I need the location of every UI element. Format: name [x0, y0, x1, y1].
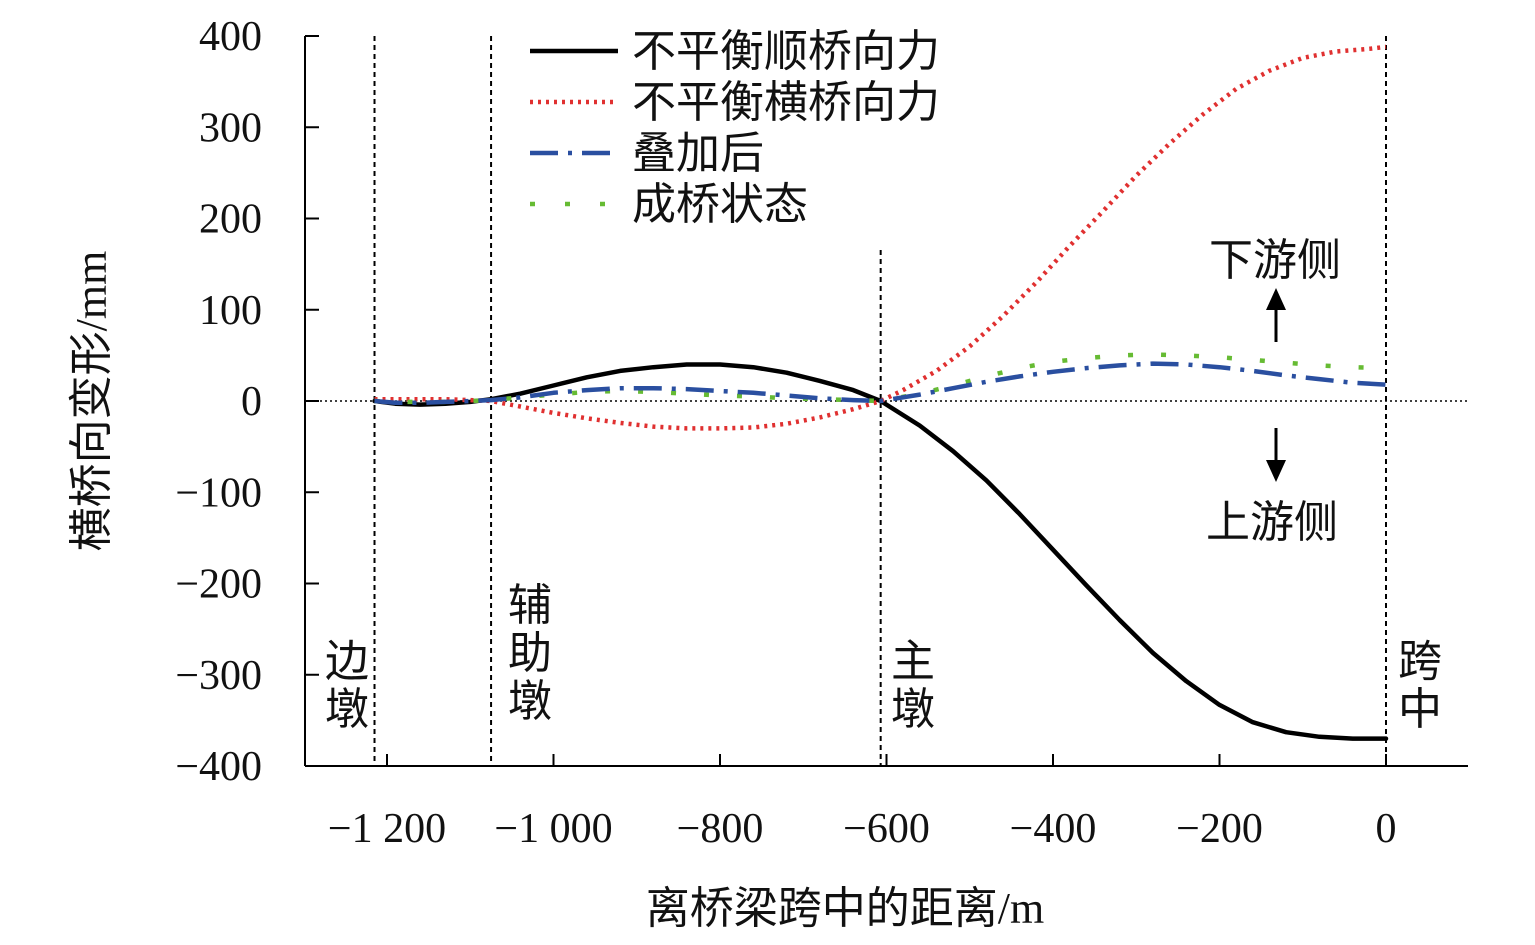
y-axis-title: 横桥向变形/mm	[67, 251, 116, 552]
pier-label: 墩	[891, 685, 935, 734]
x-tick-label: −1 000	[494, 806, 612, 852]
legend-label: 不平衡横桥向力	[632, 78, 940, 127]
x-tick-label: −1 200	[328, 806, 446, 852]
x-tick-label: 0	[1376, 806, 1397, 852]
x-tick-label: −800	[677, 806, 764, 852]
y-tick-label: −400	[175, 744, 262, 790]
up-arrow-head	[1266, 288, 1286, 310]
plot-area	[305, 36, 1468, 766]
legend-label: 成桥状态	[632, 180, 808, 229]
y-tick-label: 300	[199, 105, 262, 151]
pier-label: 边	[325, 637, 369, 686]
y-tick-label: 200	[199, 197, 262, 243]
axes: 400 300 200 100 0 −100 −200 −300 −400 −1 200 −1 00…	[67, 14, 1468, 933]
y-tick-label: 400	[199, 14, 262, 60]
y-tick-label: −100	[175, 470, 262, 516]
x-tick-label: −200	[1176, 806, 1263, 852]
pier-label: 主	[891, 637, 935, 686]
pier-label: 墩	[325, 685, 369, 734]
x-tick-label: −600	[843, 806, 930, 852]
series-line	[374, 44, 1387, 431]
y-tick-label: −200	[175, 562, 262, 608]
legend-label: 不平衡顺桥向力	[632, 27, 940, 76]
series-line	[374, 361, 1387, 406]
pier-label: 助	[508, 629, 552, 678]
pier-label: 墩	[508, 677, 552, 726]
x-tick-label: −400	[1010, 806, 1097, 852]
down-arrow-head	[1266, 460, 1286, 482]
y-tick-label: 0	[241, 379, 262, 425]
downstream-label: 下游侧	[1209, 236, 1341, 285]
y-tick-label: −300	[175, 653, 262, 699]
pier-label: 跨	[1398, 637, 1442, 686]
y-tick-label: 100	[199, 288, 262, 334]
x-axis-title: 离桥梁跨中的距离/m	[646, 884, 1044, 933]
upstream-label: 上游侧	[1206, 498, 1338, 547]
pier-label: 辅	[508, 581, 552, 630]
pier-label: 中	[1398, 685, 1442, 734]
legend-label: 叠加后	[632, 129, 764, 178]
